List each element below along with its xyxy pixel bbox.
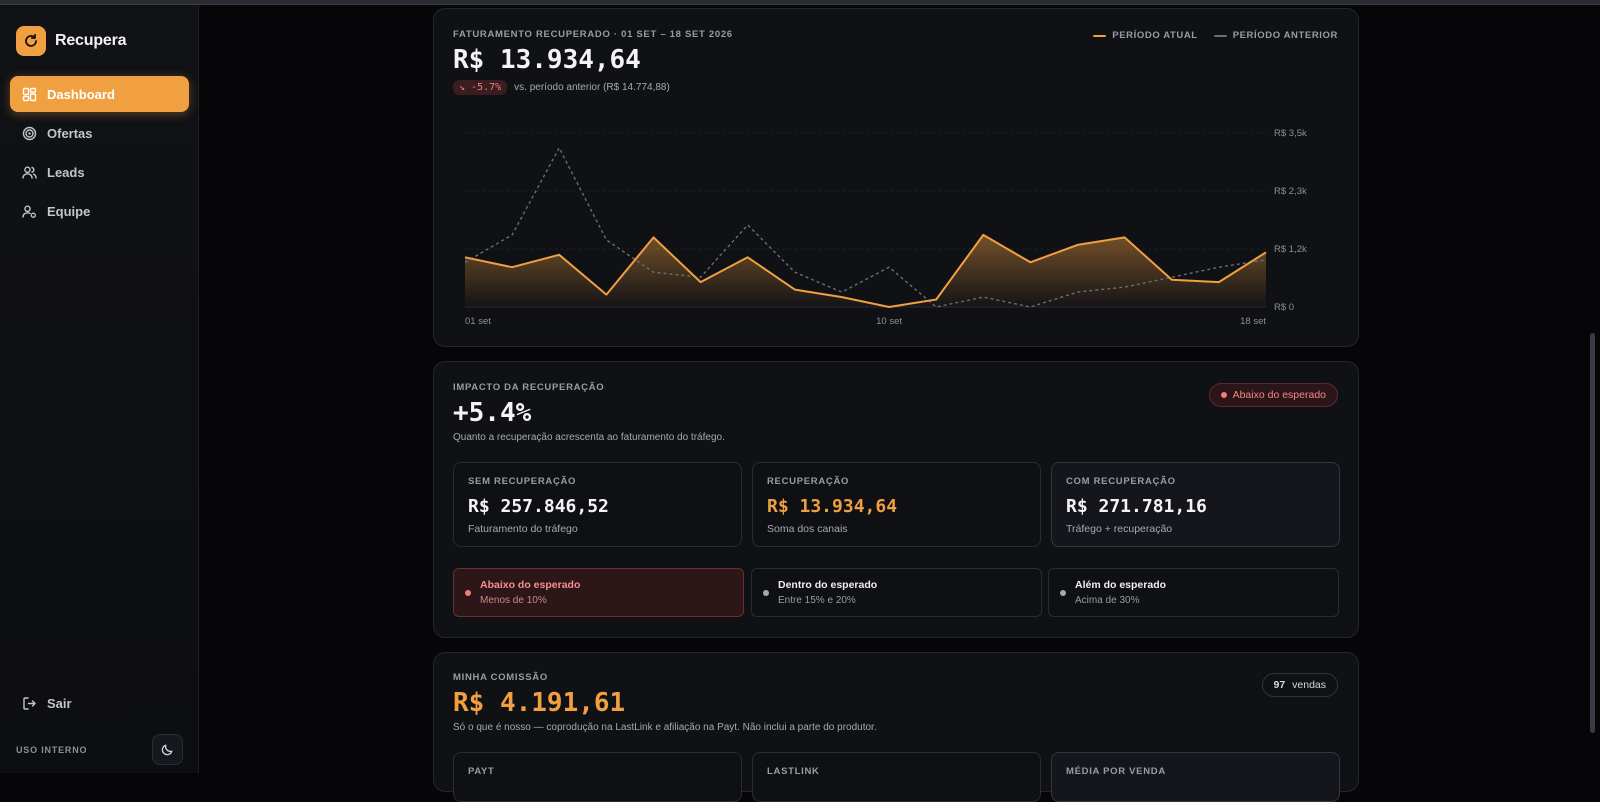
internal-use-label: USO INTERNO [16, 745, 88, 755]
commission-header: MINHA COMISSÃO R$ 4.191,61 Só o que é no… [453, 672, 877, 733]
lastlink-box: LASTLINK [752, 752, 1041, 802]
area-current [465, 234, 1266, 307]
y-tick-label: R$ 2,3k [1274, 186, 1307, 197]
payt-label: PAYT [468, 766, 495, 777]
legend-label-previous: PERÍODO ANTERIOR [1232, 30, 1338, 41]
grid-icon [22, 87, 37, 101]
delta-badge: ↘ -5.7% [453, 80, 508, 95]
stat-value: R$ 271.781,16 [1066, 496, 1207, 517]
sidebar: Recupera Dashboard Ofertas Leads Equipe … [0, 5, 199, 773]
users-icon [22, 166, 37, 179]
sidebar-item-label: Ofertas [47, 125, 93, 141]
sales-label: vendas [1292, 679, 1326, 691]
y-tick-label: R$ 0 [1274, 302, 1294, 313]
range-sub: Acima de 30% [1075, 595, 1140, 606]
window-top-border [0, 0, 1600, 5]
y-tick-label: R$ 1,2k [1274, 244, 1307, 255]
sidebar-item-label: Dashboard [47, 86, 115, 102]
stat-recovery: RECUPERAÇÃO R$ 13.934,64 Soma dos canais [752, 462, 1041, 547]
revenue-label: FATURAMENTO RECUPERADO · 01 SET – 18 SET… [453, 29, 733, 40]
legend-label-current: PERÍODO ATUAL [1112, 30, 1198, 41]
x-tick-label: 01 set [465, 316, 491, 327]
sidebar-item-leads[interactable]: Leads [10, 154, 189, 190]
range-sub: Entre 15% e 20% [778, 595, 856, 606]
logout-button[interactable]: Sair [22, 696, 72, 711]
sidebar-item-label: Leads [47, 164, 85, 180]
status-dot [1220, 392, 1227, 398]
commission-card: MINHA COMISSÃO R$ 4.191,61 Só o que é no… [433, 652, 1359, 802]
stat-without-recovery: SEM RECUPERAÇÃO R$ 257.846,52 Faturament… [453, 462, 742, 547]
revenue-value: R$ 13.934,64 [453, 45, 641, 75]
logout-icon [23, 697, 36, 710]
legend-swatch-previous [1213, 34, 1227, 37]
lastlink-label: LASTLINK [767, 766, 820, 777]
x-tick-label: 10 set [876, 316, 902, 327]
impact-label: IMPACTO DA RECUPERAÇÃO [453, 382, 605, 393]
range-sub: Menos de 10% [480, 595, 547, 606]
impact-card: IMPACTO DA RECUPERAÇÃO +5.4% Quanto a re… [433, 361, 1359, 638]
sidebar-item-ofertas[interactable]: Ofertas [10, 115, 189, 151]
impact-description: Quanto a recuperação acrescenta ao fatur… [453, 432, 725, 443]
stat-sub: Soma dos canais [767, 523, 848, 535]
range-title: Abaixo do esperado [480, 579, 581, 591]
logout-label: Sair [47, 696, 72, 711]
sales-count-badge: 97 vendas [1261, 673, 1338, 697]
stat-with-recovery: COM RECUPERAÇÃO R$ 271.781,16 Tráfego + … [1051, 462, 1340, 547]
average-per-sale-box: MÉDIA POR VENDA [1051, 752, 1340, 802]
average-label: MÉDIA POR VENDA [1066, 766, 1166, 777]
range-below-expected[interactable]: Abaixo do esperado Menos de 10% [453, 568, 744, 617]
stat-value: R$ 257.846,52 [468, 496, 609, 517]
stat-value: R$ 13.934,64 [767, 496, 898, 517]
refresh-icon [16, 26, 46, 56]
theme-toggle-button[interactable] [152, 734, 183, 765]
stat-sub: Tráfego + recuperação [1066, 523, 1173, 535]
range-dot [763, 590, 769, 596]
sidebar-item-label: Equipe [47, 203, 91, 219]
range-dot [1060, 590, 1066, 596]
commission-label: MINHA COMISSÃO [453, 672, 548, 683]
line-previous [464, 146, 1267, 308]
revenue-card: FATURAMENTO RECUPERADO · 01 SET – 18 SET… [433, 8, 1359, 347]
stat-label: RECUPERAÇÃO [767, 476, 850, 487]
stat-label: SEM RECUPERAÇÃO [468, 476, 577, 487]
stat-sub: Faturamento do tráfego [468, 523, 578, 535]
sidebar-item-equipe[interactable]: Equipe [10, 193, 189, 229]
brand[interactable]: Recupera [16, 26, 127, 56]
revenue-delta-row: ↘ -5.7% vs. período anterior (R$ 14.774,… [453, 80, 733, 95]
sidebar-item-dashboard[interactable]: Dashboard [10, 76, 189, 112]
commission-value: R$ 4.191,61 [453, 688, 626, 718]
page-scrollbar[interactable] [1590, 333, 1595, 733]
legend-item-previous[interactable]: PERÍODO ANTERIOR [1213, 30, 1338, 41]
brand-name: Recupera [55, 32, 127, 49]
commission-description: Só o que é nosso — coprodução na LastLin… [453, 722, 877, 733]
legend-item-current[interactable]: PERÍODO ATUAL [1093, 30, 1197, 41]
line-current [464, 233, 1267, 308]
user-cog-icon [22, 205, 36, 218]
range-above-expected[interactable]: Além do esperado Acima de 30% [1048, 568, 1339, 617]
main-nav: Dashboard Ofertas Leads Equipe [10, 76, 189, 232]
y-tick-label: R$ 3,5k [1274, 128, 1307, 139]
revenue-chart[interactable]: R$ 0 R$ 1,2k R$ 2,3k R$ 3,5k 01 set 10 set 18… [434, 109, 1360, 339]
x-tick-label: 18 set [1240, 316, 1266, 327]
range-title: Dentro do esperado [778, 579, 878, 591]
chart-legend: PERÍODO ATUAL PERÍODO ANTERIOR [1093, 30, 1338, 41]
target-icon [22, 126, 37, 140]
range-dot [465, 590, 471, 596]
stat-label: COM RECUPERAÇÃO [1066, 476, 1176, 487]
status-label: Abaixo do esperado [1232, 389, 1326, 401]
sales-count: 97 [1273, 679, 1286, 691]
impact-header: IMPACTO DA RECUPERAÇÃO +5.4% Quanto a re… [453, 382, 725, 443]
impact-value: +5.4% [453, 398, 532, 428]
legend-swatch-current [1093, 34, 1107, 37]
range-title: Além do esperado [1075, 579, 1167, 591]
moon-icon [161, 744, 173, 756]
status-badge: Abaixo do esperado [1208, 383, 1338, 407]
revenue-header: FATURAMENTO RECUPERADO · 01 SET – 18 SET… [453, 29, 733, 95]
range-within-expected[interactable]: Dentro do esperado Entre 15% e 20% [751, 568, 1042, 617]
comparison-text: vs. período anterior (R$ 14.774,88) [514, 82, 670, 93]
payt-box: PAYT [453, 752, 742, 802]
